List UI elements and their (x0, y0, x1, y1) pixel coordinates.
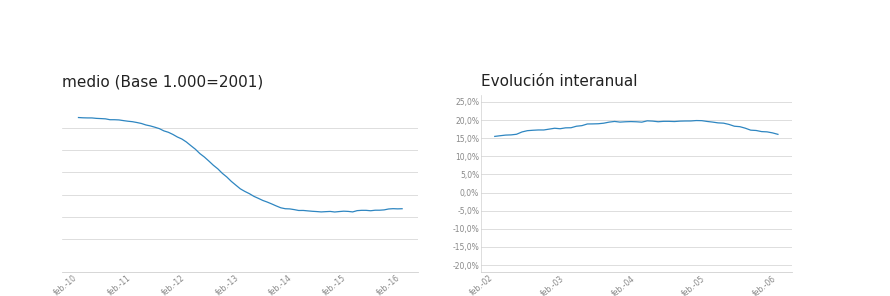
Text: medio (Base 1.000=2001): medio (Base 1.000=2001) (62, 74, 263, 89)
Text: Evolución interanual: Evolución interanual (481, 74, 637, 89)
